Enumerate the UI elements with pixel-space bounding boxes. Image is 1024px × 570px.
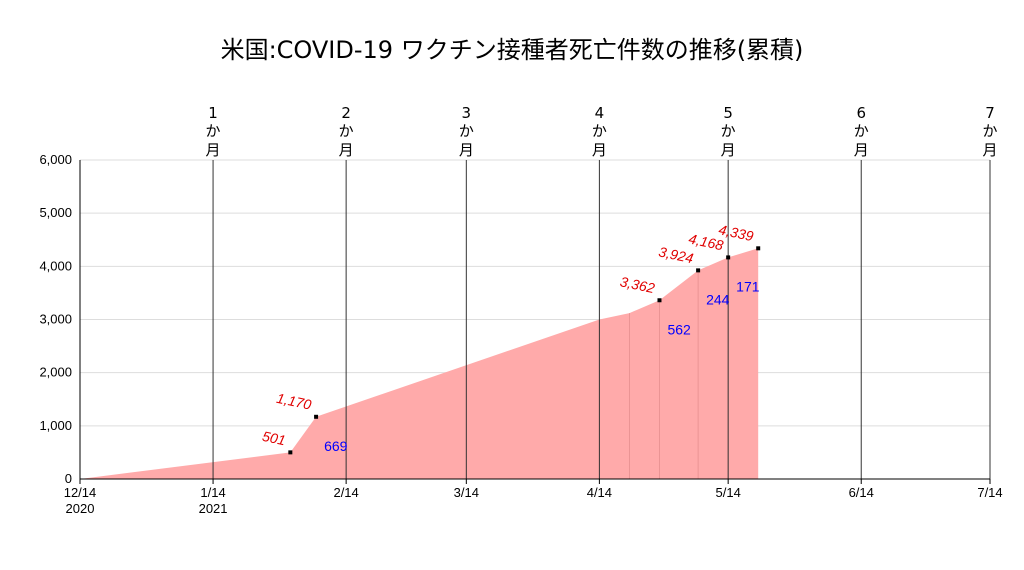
- x-tick-label: 12/14: [64, 485, 97, 500]
- y-tick-label: 6,000: [39, 152, 72, 167]
- x-tick-label: 1/14: [200, 485, 225, 500]
- cumulative-area: [80, 248, 759, 479]
- month-unit-ka: か: [854, 122, 869, 140]
- cumulative-value-label: 3,924: [657, 243, 695, 266]
- y-tick-label: 1,000: [39, 418, 72, 433]
- month-unit-ka: か: [721, 122, 736, 140]
- increase-value-label: 562: [667, 321, 691, 337]
- month-unit-getsu: 月: [206, 141, 221, 159]
- y-tick-label: 2,000: [39, 365, 72, 380]
- month-number: 4: [595, 104, 605, 122]
- cumulative-value-label: 501: [261, 428, 287, 449]
- x-year-label: 2021: [199, 501, 228, 516]
- x-tick-label: 5/14: [716, 485, 741, 500]
- month-unit-getsu: 月: [721, 141, 736, 159]
- month-number: 6: [856, 104, 866, 122]
- chart-title: 米国:COVID-19 ワクチン接種者死亡件数の推移(累積): [221, 36, 804, 64]
- y-tick-label: 0: [65, 471, 72, 486]
- month-number: 7: [985, 104, 995, 122]
- data-point: [696, 268, 701, 273]
- y-tick-label: 5,000: [39, 205, 72, 220]
- month-unit-ka: か: [982, 122, 997, 140]
- month-unit-getsu: 月: [982, 141, 997, 159]
- data-point: [314, 414, 319, 419]
- month-unit-getsu: 月: [854, 141, 869, 159]
- plot-area: [80, 248, 759, 479]
- cumulative-value-label: 1,170: [275, 390, 313, 413]
- cumulative-value-label: 4,339: [717, 221, 755, 244]
- increase-value-label: 669: [324, 438, 348, 454]
- month-unit-ka: か: [592, 122, 607, 140]
- data-point: [756, 246, 761, 251]
- increase-value-label: 244: [706, 291, 730, 307]
- month-unit-getsu: 月: [339, 141, 354, 159]
- month-unit-getsu: 月: [459, 141, 474, 159]
- x-tick-label: 6/14: [849, 485, 874, 500]
- cumulative-value-label: 3,362: [619, 273, 657, 296]
- cumulative-value-label: 4,168: [687, 230, 725, 253]
- month-number: 3: [462, 104, 472, 122]
- month-unit-ka: か: [459, 122, 474, 140]
- data-point: [657, 298, 662, 303]
- x-tick-label: 3/14: [454, 485, 479, 500]
- month-unit-ka: か: [206, 122, 221, 140]
- month-number: 1: [208, 104, 218, 122]
- increase-value-label: 171: [736, 278, 760, 294]
- month-unit-getsu: 月: [592, 141, 607, 159]
- axes: 0 1,000 2,000 3,000 4,000 5,000 6,000 12/14 1/14…: [39, 152, 1002, 516]
- y-tick-label: 3,000: [39, 312, 72, 327]
- x-tick-label: 7/14: [977, 485, 1002, 500]
- data-point: [288, 450, 293, 455]
- x-year-label: 2020: [66, 501, 95, 516]
- data-labels: 501 1,170 669 3,362 562 3,924 244 4,168 171 4,339: [261, 221, 761, 455]
- y-tick-label: 4,000: [39, 258, 72, 273]
- x-tick-label: 4/14: [587, 485, 612, 500]
- month-number: 2: [341, 104, 351, 122]
- data-point: [726, 255, 731, 260]
- month-number: 5: [723, 104, 733, 122]
- month-unit-ka: か: [339, 122, 354, 140]
- x-tick-label: 2/14: [333, 485, 358, 500]
